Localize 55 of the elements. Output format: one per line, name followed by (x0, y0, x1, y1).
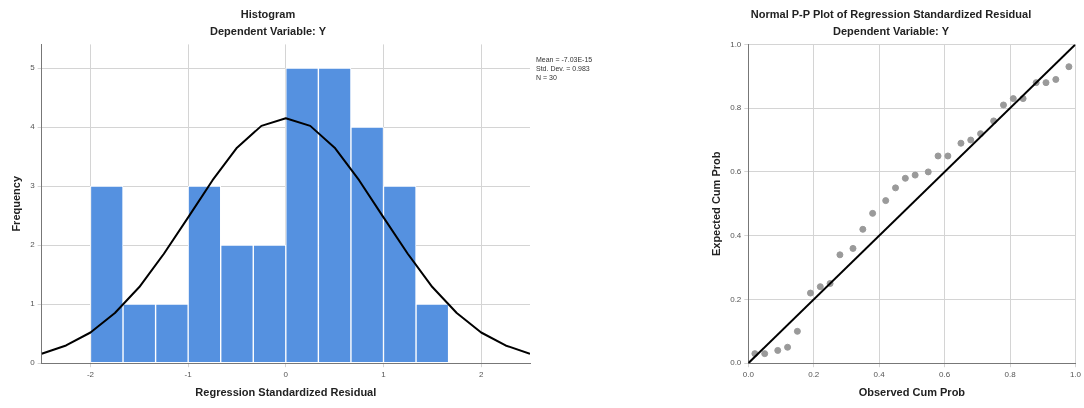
point (761, 350, 769, 358)
y-tick-label: 5 (30, 63, 36, 73)
point (849, 244, 857, 252)
y-tick-label: 0.0 (730, 358, 742, 368)
x-tick-label: 1.0 (1069, 370, 1082, 380)
point (967, 136, 975, 144)
point (774, 346, 782, 354)
chart-subtitle: Dependent Variable: Y (833, 24, 950, 37)
point (999, 101, 1007, 109)
y-tick-label: 3 (30, 181, 36, 191)
point (1052, 75, 1060, 83)
point (957, 139, 965, 147)
point (892, 184, 900, 192)
y-tick-label: 0 (30, 358, 36, 368)
point (944, 152, 952, 160)
point (1042, 79, 1050, 87)
point (924, 168, 932, 176)
y-tick-label: 4 (30, 122, 36, 132)
point (934, 152, 942, 160)
y-tick-label: 0.2 (730, 294, 742, 304)
chart-title: Normal P-P Plot of Regression Standardized Residual (750, 7, 1032, 20)
x-tick-label: 0.6 (939, 370, 951, 380)
point (816, 283, 824, 291)
x-tick-label: 0.4 (873, 370, 886, 380)
point (784, 343, 792, 351)
chart-subtitle: Dependent Variable: Y (210, 24, 327, 37)
point (859, 225, 867, 233)
point (911, 171, 919, 179)
y-tick-label: 2 (30, 240, 36, 250)
point (882, 197, 890, 205)
chart-title: Histogram (240, 7, 296, 20)
x-tick-label: 0 (283, 370, 289, 380)
y-tick-label: 1 (30, 299, 36, 309)
x-tick-label: 0.8 (1004, 370, 1017, 380)
y-axis-title: Expected Cum Prob (709, 151, 722, 257)
point (806, 289, 814, 297)
point (869, 209, 877, 217)
point (1009, 95, 1017, 103)
x-tick-label: -2 (86, 370, 95, 380)
x-axis-title: Observed Cum Prob (858, 386, 966, 399)
x-tick-label: 1 (381, 370, 387, 380)
x-axis-title: Regression Standardized Residual (195, 386, 377, 399)
point (793, 327, 801, 335)
point (836, 251, 844, 259)
y-tick-label: 1.0 (730, 39, 742, 49)
y-axis-title: Frequency (9, 175, 22, 232)
y-tick-label: 0.6 (730, 167, 742, 177)
x-tick-label: 0.2 (808, 370, 820, 380)
x-tick-label: 2 (478, 370, 484, 380)
y-tick-label: 0.8 (730, 103, 742, 113)
x-tick-label: 0.0 (742, 370, 755, 380)
y-tick-label: 0.4 (730, 230, 742, 240)
x-tick-label: -1 (184, 370, 193, 380)
point (901, 174, 909, 182)
point (1065, 63, 1073, 71)
